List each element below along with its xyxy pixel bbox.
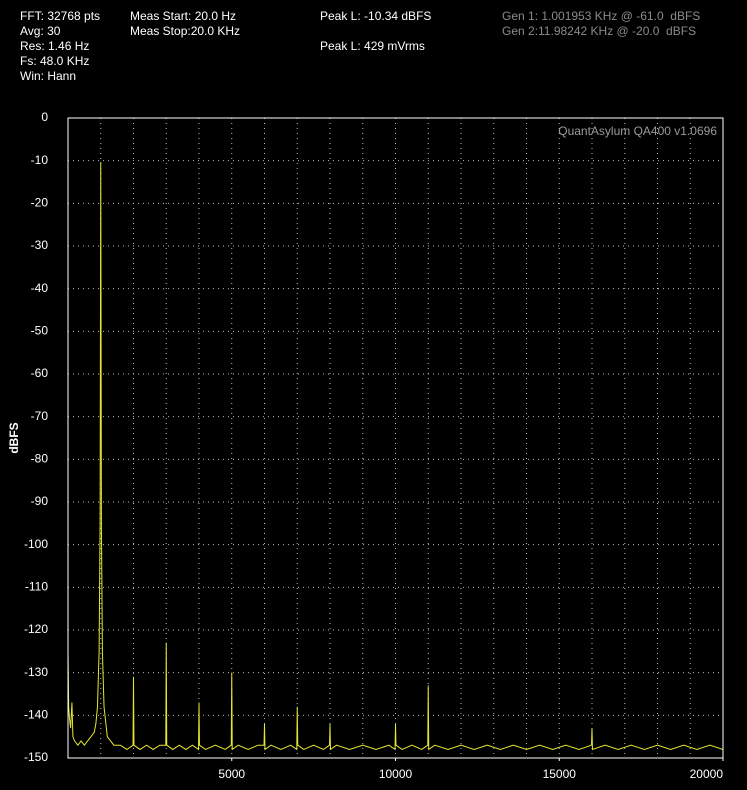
y-tick-label: -80 xyxy=(31,452,49,466)
info-text: Gen 2:11.98242 KHz @ -20.0 dBFS xyxy=(502,24,696,38)
x-tick-label: 5000 xyxy=(218,767,245,781)
info-text: Avg: 30 xyxy=(20,24,61,38)
x-tick-label: 15000 xyxy=(543,767,577,781)
info-text: Fs: 48.0 KHz xyxy=(20,54,89,68)
info-text: Peak L: -10.34 dBFS xyxy=(320,9,431,23)
watermark: QuantAsylum QA400 v1.0696 xyxy=(558,124,717,138)
y-tick-label: -40 xyxy=(31,281,49,295)
y-tick-label: -20 xyxy=(31,196,49,210)
x-tick-label: 20000 xyxy=(690,767,724,781)
y-tick-label: -130 xyxy=(24,665,48,679)
info-text: FFT: 32768 pts xyxy=(20,9,100,23)
info-text: Gen 1: 1.001953 KHz @ -61.0 dBFS xyxy=(502,9,700,23)
y-tick-label: -50 xyxy=(31,324,49,338)
info-text: Peak L: 429 mVrms xyxy=(320,39,425,53)
info-text: Res: 1.46 Hz xyxy=(20,39,89,53)
info-text: Meas Stop:20.0 KHz xyxy=(130,24,240,38)
y-tick-label: -120 xyxy=(24,622,48,636)
info-text: Meas Start: 20.0 Hz xyxy=(130,9,236,23)
y-tick-label: -150 xyxy=(24,750,48,764)
y-tick-label: -10 xyxy=(31,153,49,167)
x-tick-label: 10000 xyxy=(379,767,413,781)
y-tick-label: 0 xyxy=(41,110,48,124)
spectrum-line xyxy=(68,162,723,751)
y-tick-label: -140 xyxy=(24,708,48,722)
y-tick-label: -90 xyxy=(31,494,49,508)
y-tick-label: -110 xyxy=(25,580,48,594)
y-axis-label: dBFS xyxy=(7,422,21,453)
y-tick-label: -60 xyxy=(31,366,49,380)
info-text: Win: Hann xyxy=(20,69,76,83)
y-tick-label: -30 xyxy=(31,238,49,252)
y-tick-label: -70 xyxy=(31,409,49,423)
plot-frame xyxy=(67,117,724,759)
y-tick-label: -100 xyxy=(24,537,48,551)
